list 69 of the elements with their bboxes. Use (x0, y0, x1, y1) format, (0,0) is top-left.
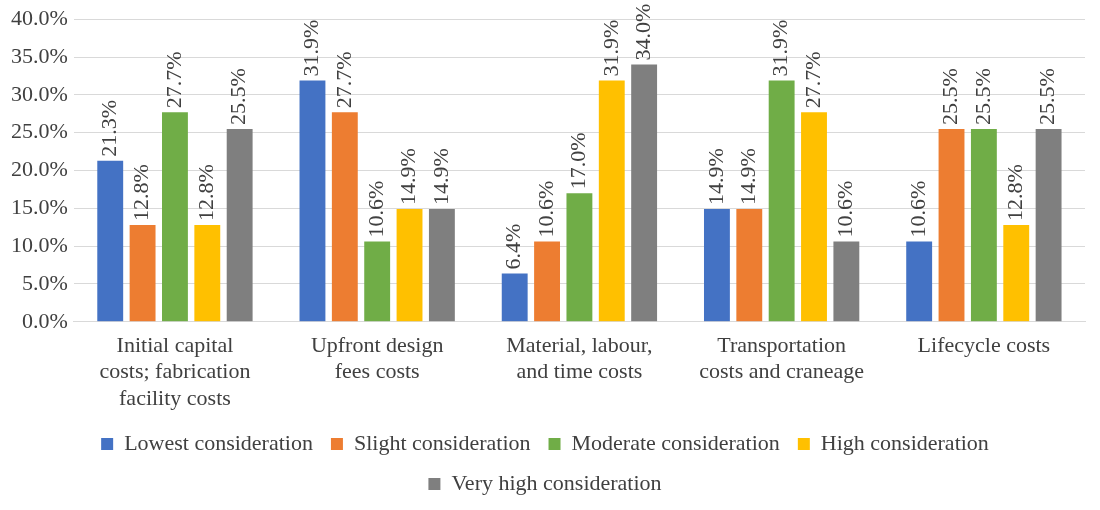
x-tick-label: Upfront design fees costs (310, 331, 444, 384)
bar (364, 241, 391, 322)
legend-label: Very high consideration (451, 469, 662, 495)
y-tick-label: 35.0% (11, 42, 68, 68)
legend-label: High consideration (820, 429, 989, 455)
data-label: 10.6% (904, 180, 930, 238)
y-tick-label: 25.0% (11, 118, 68, 144)
bar (428, 209, 455, 322)
data-label: 27.7% (160, 51, 186, 109)
data-label: 21.3% (96, 99, 122, 157)
data-label: 14.9% (702, 148, 728, 206)
y-tick-label: 30.0% (11, 80, 68, 106)
bar (97, 160, 124, 322)
y-tick-label: 15.0% (11, 194, 68, 220)
bar (768, 80, 795, 322)
bar (226, 128, 253, 322)
data-label: 12.8% (193, 164, 219, 221)
data-label: 14.9% (735, 148, 761, 206)
bar (396, 209, 423, 322)
y-tick-label: 0.0% (22, 307, 68, 333)
data-label: 10.6% (362, 180, 388, 238)
bar (534, 241, 560, 322)
y-tick-label: 40.0% (11, 4, 68, 30)
data-label: 14.9% (395, 148, 421, 206)
bar (906, 241, 933, 322)
bar (129, 224, 156, 322)
data-label: 31.9% (298, 19, 324, 77)
y-tick-label: 20.0% (11, 156, 68, 182)
data-label: 27.7% (799, 51, 825, 109)
bar (162, 112, 188, 322)
data-label: 25.5% (937, 68, 963, 125)
bar (736, 209, 763, 322)
data-label: 6.4% (500, 223, 526, 270)
data-label: 12.8% (128, 164, 154, 221)
data-label: 10.6% (532, 180, 558, 238)
bar (833, 241, 860, 322)
legend-label: Slight consideration (353, 429, 531, 455)
data-label: 25.5% (225, 68, 251, 125)
data-label: 25.5% (1034, 68, 1060, 125)
x-tick-label: Material, labour, and time costs (506, 331, 653, 384)
data-label: 34.0% (629, 3, 655, 61)
bar (1035, 128, 1062, 322)
x-tick-label: Lifecycle costs (917, 331, 1051, 357)
x-tick-label: Transportation costs and craneage (699, 331, 865, 384)
data-label: 25.5% (969, 68, 995, 125)
bar (501, 273, 528, 322)
data-label: 12.8% (1002, 164, 1028, 221)
data-label: 31.9% (597, 19, 623, 77)
bar (703, 209, 730, 322)
bar (194, 224, 221, 322)
legend-label: Moderate consideration (571, 429, 780, 455)
bar (938, 128, 965, 322)
data-label: 17.0% (565, 132, 591, 190)
data-label: 14.9% (427, 148, 453, 206)
x-tick-label: Initial capital costs; fabrication facility costs (99, 331, 251, 410)
bar (631, 64, 658, 322)
legend-label: Lowest consideration (124, 429, 313, 455)
bar (1003, 224, 1030, 322)
bar (299, 80, 326, 322)
data-label: 31.9% (767, 19, 793, 77)
data-label: 27.7% (330, 51, 356, 109)
bar (331, 112, 358, 322)
bar (566, 193, 593, 322)
bar (970, 128, 997, 322)
bar (801, 112, 827, 322)
y-tick-label: 5.0% (22, 269, 68, 295)
data-label: 10.6% (832, 180, 858, 238)
bar (598, 80, 625, 322)
y-tick-label: 10.0% (11, 231, 68, 257)
